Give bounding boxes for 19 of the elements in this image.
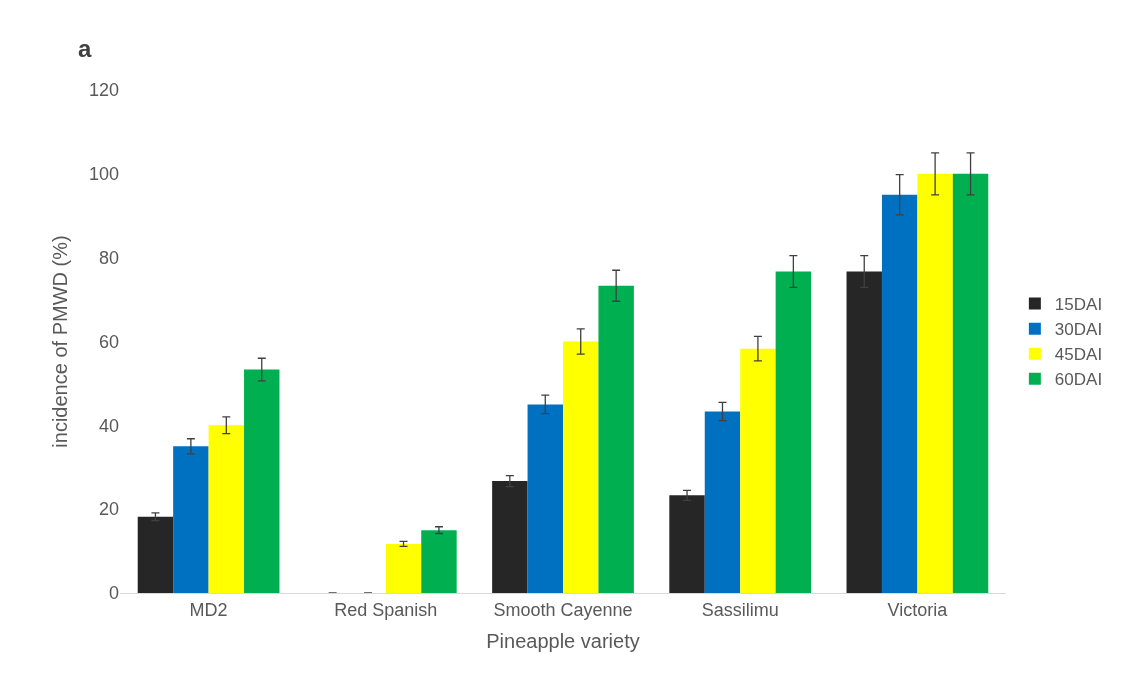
x-tick-label: MD2 [189, 599, 228, 620]
x-tick-label: Sassilimu [701, 599, 779, 620]
y-tick-label: 20 [98, 499, 119, 520]
y-axis-title: incidence of PMWD (%) [49, 235, 72, 448]
x-tick-label: Victoria [887, 599, 949, 620]
x-tick-label: Smooth Cayenne [493, 599, 633, 620]
y-tick-label: 40 [98, 415, 119, 436]
legend-label: 30DAI [1054, 320, 1103, 340]
y-tick-label: 60 [98, 331, 119, 352]
x-tick-label: Red Spanish [334, 599, 438, 620]
y-tick-label: 80 [98, 247, 119, 268]
legend-label: 60DAI [1054, 370, 1103, 390]
legend-label: 45DAI [1054, 345, 1103, 365]
chart-title: a [77, 35, 92, 63]
y-tick-label: 100 [88, 164, 119, 185]
y-tick-label: 120 [88, 80, 119, 101]
legend-label: 15DAI [1054, 295, 1103, 315]
x-axis-title: Pineapple variety [486, 630, 640, 653]
y-tick-label: 0 [108, 583, 119, 604]
